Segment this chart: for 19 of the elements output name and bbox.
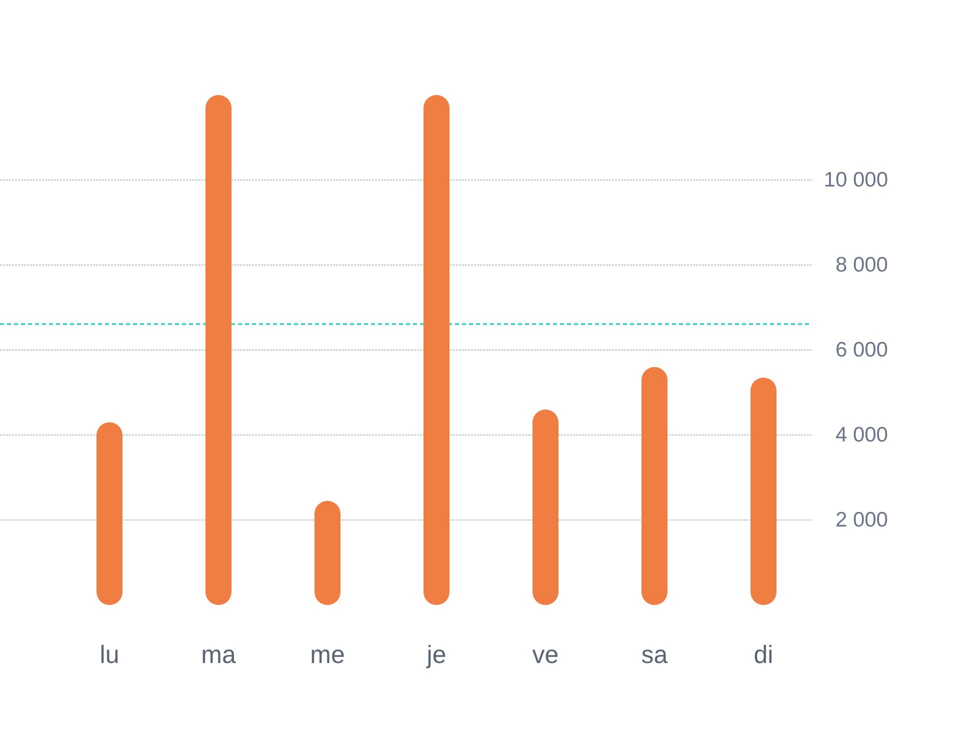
y-tick-label: 2 000 <box>835 508 888 532</box>
bar <box>532 410 558 605</box>
bar <box>96 422 122 605</box>
bar <box>314 500 340 605</box>
x-tick-label: je <box>426 640 446 669</box>
y-tick-label: 10 000 <box>824 168 888 192</box>
x-tick-label: di <box>754 640 774 669</box>
bar <box>750 378 776 605</box>
bar <box>206 95 232 605</box>
y-tick-label: 4 000 <box>835 424 888 447</box>
bar <box>424 95 450 605</box>
y-tick-label: 6 000 <box>835 338 888 362</box>
y-tick-label: 8 000 <box>835 254 888 277</box>
x-tick-label: lu <box>100 640 120 669</box>
x-tick-label: me <box>310 640 345 669</box>
bar <box>642 367 668 605</box>
x-tick-label: ma <box>201 640 236 669</box>
x-tick-label: ve <box>532 640 559 669</box>
x-tick-label: sa <box>641 640 668 669</box>
